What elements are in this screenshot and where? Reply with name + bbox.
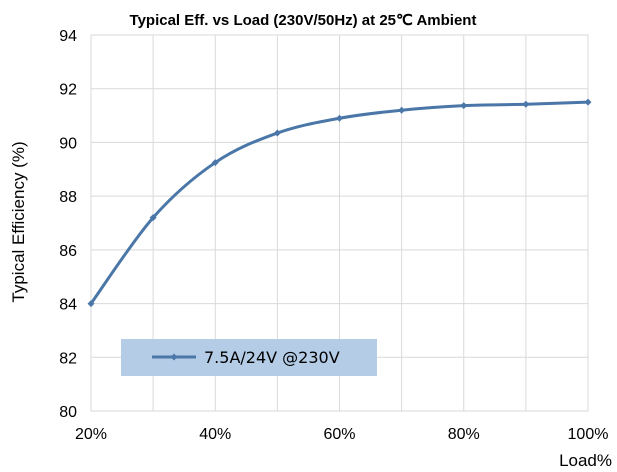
- plot-frame: [90, 34, 589, 412]
- y-tick-label: 90: [59, 135, 77, 152]
- series-layer: [87, 98, 592, 308]
- data-point-marker: [398, 106, 406, 114]
- y-tick-label: 80: [59, 404, 77, 421]
- data-point-marker: [336, 114, 343, 122]
- y-tick-label: 84: [59, 297, 77, 314]
- data-point-marker: [149, 214, 157, 222]
- y-tick-label: 88: [59, 189, 77, 206]
- data-point-marker: [273, 129, 281, 137]
- x-tick-label: 100%: [568, 426, 609, 443]
- x-tick-label: 40%: [199, 426, 231, 443]
- x-axis-label: Load%: [559, 451, 612, 470]
- x-tick-label: 60%: [323, 426, 355, 443]
- data-point-marker: [460, 102, 468, 110]
- series-line: [89, 100, 589, 305]
- data-point-marker: [211, 159, 219, 167]
- legend: 7.5A/24V @230V: [121, 339, 377, 376]
- y-tick-label: 92: [59, 82, 77, 99]
- y-axis-label: Typical Efficiency (%): [9, 141, 28, 302]
- plot-border: [90, 34, 589, 412]
- data-point-marker: [522, 100, 530, 108]
- x-tick-label: 20%: [75, 426, 107, 443]
- y-axis-ticks: 80 82 84 86 88 90 92 94: [59, 28, 77, 421]
- y-tick-label: 86: [59, 243, 77, 260]
- legend-series-label: 7.5A/24V @230V: [204, 348, 340, 367]
- chart-title: Typical Eff. vs Load (230V/50Hz) at 25℃ …: [130, 12, 477, 29]
- data-point-marker: [87, 300, 95, 308]
- legend-series-marker: [170, 353, 178, 361]
- x-axis-ticks: 20% 40% 60% 80% 100%: [75, 426, 608, 443]
- x-tick-label: 80%: [448, 426, 480, 443]
- data-point-marker: [584, 98, 592, 106]
- y-tick-label: 82: [59, 350, 77, 367]
- y-tick-label: 94: [59, 28, 77, 45]
